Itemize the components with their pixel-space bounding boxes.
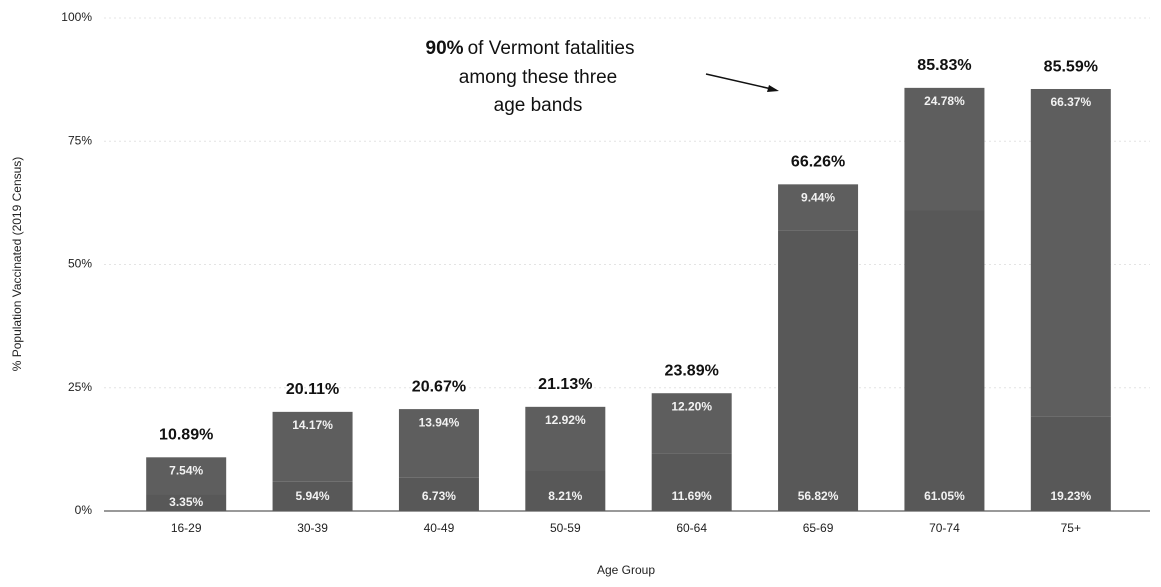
segment-label: 3.35% bbox=[169, 495, 203, 509]
bar-segment bbox=[146, 494, 227, 511]
x-tick-label: 30-39 bbox=[297, 521, 328, 535]
x-tick-label: 65-69 bbox=[803, 521, 834, 535]
total-label: 10.89% bbox=[159, 427, 213, 444]
bar-segment bbox=[904, 87, 985, 211]
bar-segment bbox=[904, 210, 985, 511]
y-tick-label: 100% bbox=[61, 10, 92, 24]
segment-label: 12.20% bbox=[671, 399, 712, 413]
segment-label: 9.44% bbox=[801, 191, 835, 205]
annotation-line: of Vermont fatalities bbox=[468, 38, 635, 59]
annotation-arrow bbox=[705, 73, 777, 91]
segment-label: 11.69% bbox=[672, 489, 712, 503]
y-tick-label: 25% bbox=[68, 380, 92, 394]
x-tick-label: 70-74 bbox=[929, 521, 960, 535]
bar-segment bbox=[778, 230, 859, 512]
segment-label: 14.17% bbox=[292, 418, 333, 432]
x-tick-label: 40-49 bbox=[424, 521, 455, 535]
total-label: 66.26% bbox=[791, 154, 845, 171]
bar-segment bbox=[398, 477, 479, 511]
segment-label: 66.37% bbox=[1050, 95, 1091, 109]
bar-segment bbox=[398, 409, 479, 478]
bar-segment bbox=[146, 457, 227, 495]
bar-segment bbox=[1030, 416, 1111, 511]
arrow-head bbox=[767, 85, 779, 92]
segment-label: 5.94% bbox=[296, 489, 330, 503]
x-tick-label: 60-64 bbox=[676, 521, 707, 535]
segment-label: 6.73% bbox=[422, 489, 456, 503]
annotation-line: among these three bbox=[459, 67, 617, 88]
total-label: 20.67% bbox=[412, 378, 466, 395]
segment-label: 13.94% bbox=[419, 415, 460, 429]
x-axis-title: Age Group bbox=[597, 563, 655, 577]
total-label: 21.13% bbox=[538, 376, 592, 393]
bar-segment bbox=[1030, 88, 1111, 417]
bar-segment bbox=[651, 393, 732, 454]
total-label: 20.11% bbox=[286, 381, 339, 398]
y-tick-label: 75% bbox=[68, 133, 92, 147]
segment-label: 24.78% bbox=[924, 94, 965, 108]
bar-segment bbox=[272, 411, 353, 482]
annotation: 90% of Vermont fatalities bbox=[426, 38, 635, 59]
y-tick-label: 0% bbox=[75, 503, 93, 517]
total-label: 85.83% bbox=[917, 57, 971, 74]
y-axis-title: % Population Vaccinated (2019 Census) bbox=[10, 157, 24, 372]
total-label: 23.89% bbox=[665, 362, 719, 379]
bar-segment bbox=[525, 406, 606, 471]
segment-label: 12.92% bbox=[545, 413, 586, 427]
segment-label: 61.05% bbox=[924, 489, 965, 503]
annotation-line: age bands bbox=[494, 95, 583, 116]
total-label: 85.59% bbox=[1044, 58, 1098, 75]
annotation-bold: 90% bbox=[426, 38, 464, 59]
y-tick-label: 50% bbox=[68, 257, 92, 271]
bar-segment bbox=[272, 481, 353, 511]
x-tick-label: 75+ bbox=[1061, 521, 1081, 535]
segment-label: 56.82% bbox=[798, 489, 839, 503]
bar-segment bbox=[778, 184, 859, 231]
segment-label: 19.23% bbox=[1050, 489, 1091, 503]
bar-segment bbox=[651, 453, 732, 511]
bar-segment bbox=[525, 470, 606, 511]
x-tick-label: 16-29 bbox=[171, 521, 202, 535]
x-tick-label: 50-59 bbox=[550, 521, 581, 535]
segment-label: 7.54% bbox=[169, 463, 203, 477]
segment-label: 8.21% bbox=[548, 489, 582, 503]
